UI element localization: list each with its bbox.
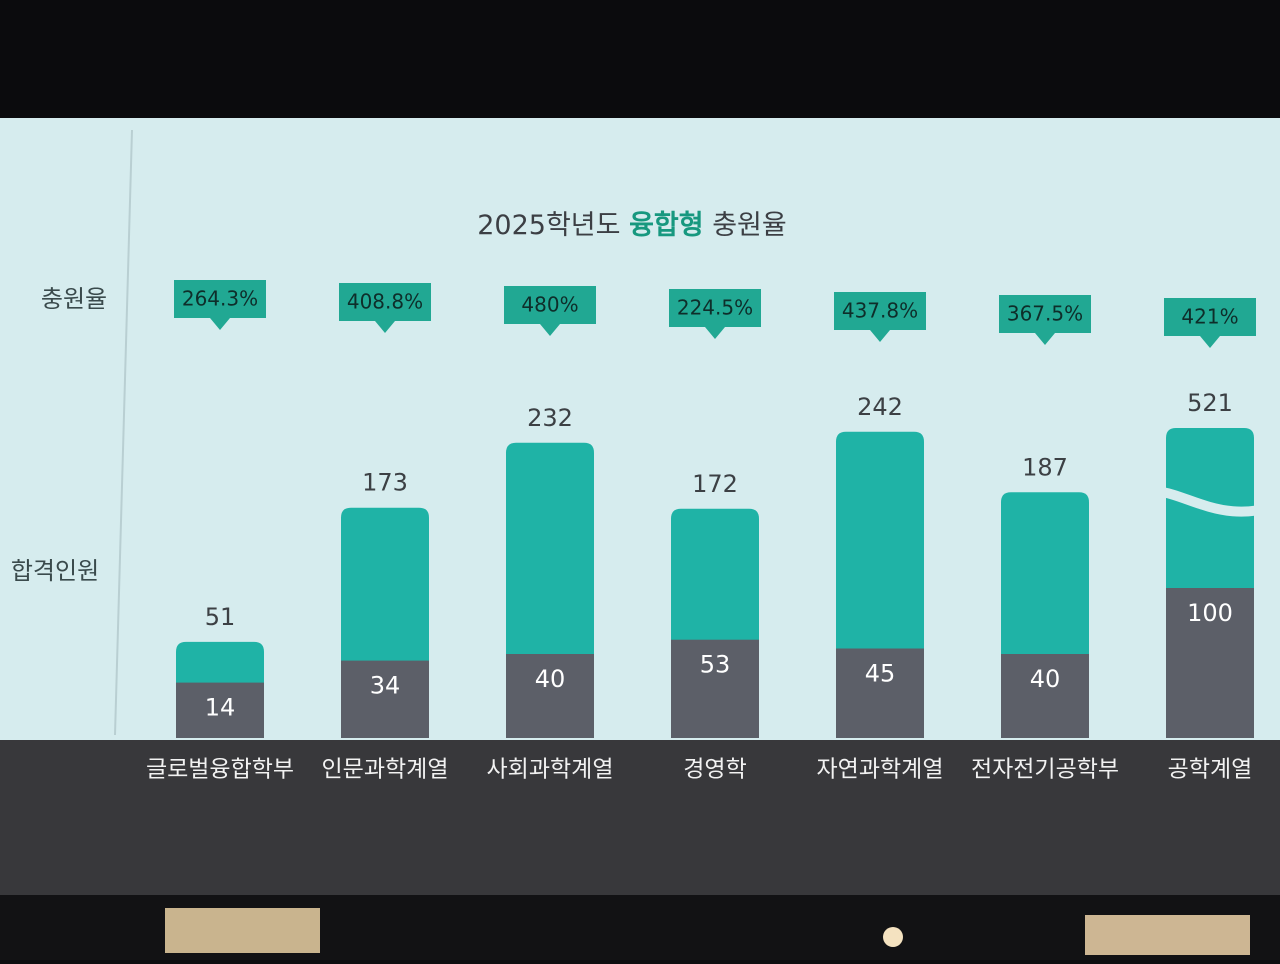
base-label: 34	[370, 672, 401, 700]
base-label: 14	[205, 694, 236, 722]
chart-title: 2025학년도 융합형 충원율	[477, 210, 786, 241]
rate-callout	[504, 286, 596, 336]
axis-break	[1126, 486, 1280, 517]
x-tick-label: 전자전기공학부	[971, 757, 1119, 783]
rate-label: 437.8%	[842, 299, 918, 323]
ceiling	[0, 0, 1280, 118]
rate-label: 367.5%	[1007, 302, 1083, 326]
base-bar	[1001, 654, 1089, 738]
x-tick-label: 인문과학계열	[322, 757, 449, 783]
rate-label: 408.8%	[347, 290, 423, 314]
base-bar	[1166, 588, 1254, 738]
rate-callout	[339, 283, 431, 333]
rate-label: 264.3%	[182, 287, 258, 311]
x-tick-label: 글로벌융합학부	[146, 757, 294, 783]
slide-footer	[0, 740, 1280, 895]
base-bar	[836, 648, 924, 738]
rate-callout	[834, 292, 926, 342]
base-bar	[506, 654, 594, 738]
base-label: 45	[865, 660, 896, 688]
title-prefix: 2025학년도	[477, 210, 620, 241]
divider	[114, 129, 133, 736]
total-label: 242	[857, 393, 903, 421]
base-bar	[341, 660, 429, 738]
x-tick-label: 공학계열	[1168, 757, 1253, 783]
rate-row-label: 충원율	[41, 285, 107, 313]
rate-label: 421%	[1181, 305, 1238, 329]
x-tick-label: 경영학	[683, 757, 746, 783]
base-label: 100	[1187, 599, 1233, 627]
title-suffix: 충원율	[712, 210, 787, 241]
rate-callout	[174, 280, 266, 330]
total-label: 187	[1022, 453, 1068, 481]
base-bar	[671, 639, 759, 738]
rate-label: 224.5%	[677, 296, 753, 320]
rate-callout	[669, 289, 761, 339]
count-row-label: 합격인원	[11, 557, 99, 585]
total-label: 232	[527, 404, 573, 432]
title-highlight: 융합형	[629, 210, 704, 241]
light	[1085, 915, 1250, 955]
base-label: 53	[700, 651, 731, 679]
x-tick-label: 사회과학계열	[487, 757, 614, 783]
rate-label: 480%	[521, 293, 578, 317]
total-label: 173	[362, 469, 408, 497]
base-label: 40	[1030, 665, 1061, 693]
base-bar	[176, 682, 264, 738]
base-label: 40	[535, 665, 566, 693]
x-tick-label: 자연과학계열	[817, 757, 944, 783]
rate-callout	[1164, 298, 1256, 348]
light	[165, 908, 320, 953]
total-label: 51	[205, 603, 236, 631]
total-label: 521	[1187, 389, 1233, 417]
total-label: 172	[692, 470, 738, 498]
rate-callout	[999, 295, 1091, 345]
light	[883, 927, 903, 947]
